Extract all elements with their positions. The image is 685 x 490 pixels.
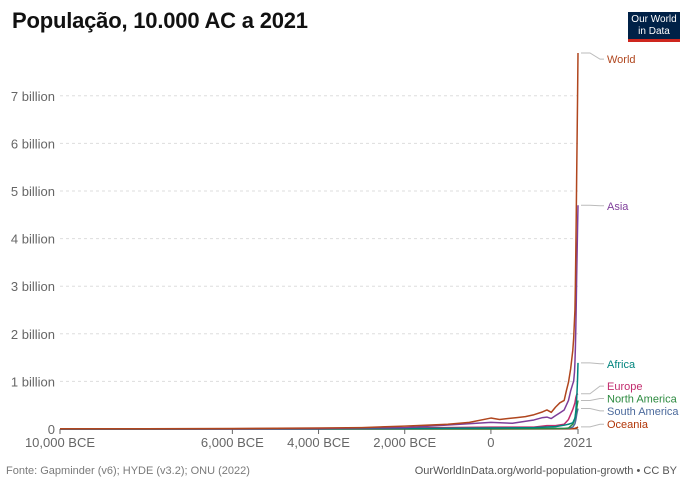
series-line-asia[interactable] bbox=[59, 205, 579, 430]
x-tick-label: 4,000 BCE bbox=[287, 435, 350, 450]
x-tick-label: 0 bbox=[487, 435, 494, 450]
x-tick-label: 10,000 BCE bbox=[25, 435, 95, 450]
x-tick-label: 2021 bbox=[564, 435, 593, 450]
series-line-north-america[interactable] bbox=[59, 400, 579, 430]
chart-title: População, 10.000 AC a 2021 bbox=[12, 8, 308, 33]
series-lines bbox=[59, 52, 579, 430]
series-line-africa[interactable] bbox=[59, 362, 579, 430]
x-tick-label: 6,000 BCE bbox=[201, 435, 264, 450]
series-line-europe[interactable] bbox=[59, 393, 579, 430]
y-tick-label: 6 billion bbox=[11, 136, 55, 151]
label-connector bbox=[581, 52, 604, 60]
owid-logo[interactable]: Our World in Data bbox=[628, 12, 680, 42]
y-tick-label: 5 billion bbox=[11, 184, 55, 199]
label-connector bbox=[581, 398, 604, 401]
label-connector bbox=[581, 423, 604, 428]
series-label-north-america: North America bbox=[607, 394, 678, 406]
grid-lines bbox=[60, 95, 578, 430]
series-label-oceania: Oceania bbox=[607, 419, 649, 431]
series-label-africa: Africa bbox=[607, 359, 636, 371]
x-tick-label: 2,000 BCE bbox=[373, 435, 436, 450]
y-tick-label: 0 bbox=[48, 422, 55, 437]
series-label-asia: Asia bbox=[607, 201, 629, 213]
source-url[interactable]: OurWorldInData.org/world-population-grow… bbox=[414, 465, 677, 477]
label-connector bbox=[581, 408, 604, 412]
series-label-world: World bbox=[607, 54, 636, 66]
series-label-europe: Europe bbox=[607, 381, 642, 393]
y-tick-label: 3 billion bbox=[11, 279, 55, 294]
series-label-south-america: South America bbox=[607, 406, 679, 418]
logo-line-1: Our World bbox=[631, 14, 677, 25]
y-tick-label: 7 billion bbox=[11, 89, 55, 104]
y-tick-label: 4 billion bbox=[11, 232, 55, 247]
label-connector bbox=[581, 362, 604, 365]
source-note: Fonte: Gapminder (v6); HYDE (v3.2); ONU … bbox=[6, 465, 250, 477]
series-line-world[interactable] bbox=[59, 52, 579, 430]
y-tick-label: 2 billion bbox=[11, 327, 55, 342]
x-axis-ticks: 10,000 BCE 6,000 BCE 4,000 BCE 2,000 BCE 0 20… bbox=[25, 429, 593, 450]
y-tick-label: 1 billion bbox=[11, 374, 55, 389]
y-axis-ticks: 0 1 billion 2 billion 3 billion 4 billion 5 b… bbox=[11, 89, 55, 437]
label-connector bbox=[581, 385, 604, 395]
logo-line-2: in Data bbox=[638, 26, 670, 37]
